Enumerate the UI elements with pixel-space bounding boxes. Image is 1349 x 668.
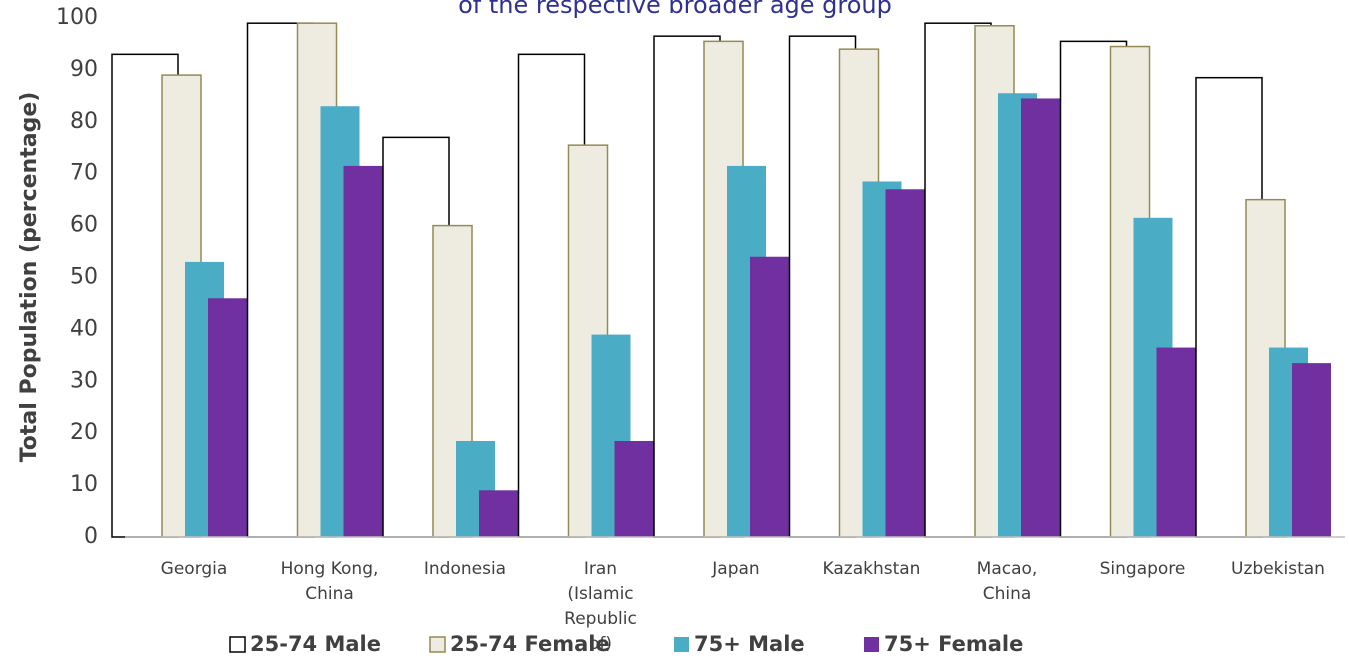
bar <box>208 298 247 537</box>
legend-swatch <box>429 636 446 653</box>
x-tick-label: Singapore <box>1099 559 1186 579</box>
y-tick-label: 100 <box>56 5 98 30</box>
bar <box>343 165 383 538</box>
legend-swatch <box>674 637 689 652</box>
bar <box>614 440 654 537</box>
bar <box>750 256 789 537</box>
bar <box>885 189 925 537</box>
bar <box>1156 347 1196 537</box>
x-tick-label: Kazakhstan <box>822 559 921 579</box>
y-tick-label: 90 <box>70 57 98 82</box>
x-tick-label: Macao, China <box>976 559 1038 604</box>
y-tick-label: 30 <box>70 368 98 393</box>
bar <box>1021 98 1060 537</box>
x-tick-label: Iran (Islamic Republic of) <box>564 559 637 654</box>
y-tick-label: 10 <box>70 472 98 497</box>
legend-label: 25-74 Male <box>250 632 381 656</box>
x-tick-label: Indonesia <box>423 559 507 579</box>
legend-swatch <box>229 636 246 653</box>
y-tick-label: 50 <box>70 265 98 290</box>
legend-swatch <box>864 637 879 652</box>
legend-label: 75+ Male <box>694 632 805 656</box>
y-tick-label: 70 <box>70 161 98 186</box>
x-tick-label: Hong Kong, China <box>280 559 379 604</box>
y-tick-label: 40 <box>70 316 98 341</box>
x-tick-label: Uzbekistan <box>1231 559 1325 579</box>
legend-label: 25-74 Female <box>450 632 610 656</box>
bar <box>479 490 518 537</box>
x-tick-label: Georgia <box>160 559 228 579</box>
y-tick-label: 60 <box>70 213 98 238</box>
y-tick-label: 0 <box>84 524 98 549</box>
chart-title: of the respective broader age group <box>458 0 892 19</box>
y-axis-title: Total Population (percentage) <box>17 92 42 463</box>
bar <box>1292 363 1331 537</box>
x-tick-label: Japan <box>712 559 760 579</box>
y-tick-label: 80 <box>70 109 98 134</box>
y-tick-label: 20 <box>70 420 98 445</box>
legend-label: 75+ Female <box>884 632 1023 656</box>
